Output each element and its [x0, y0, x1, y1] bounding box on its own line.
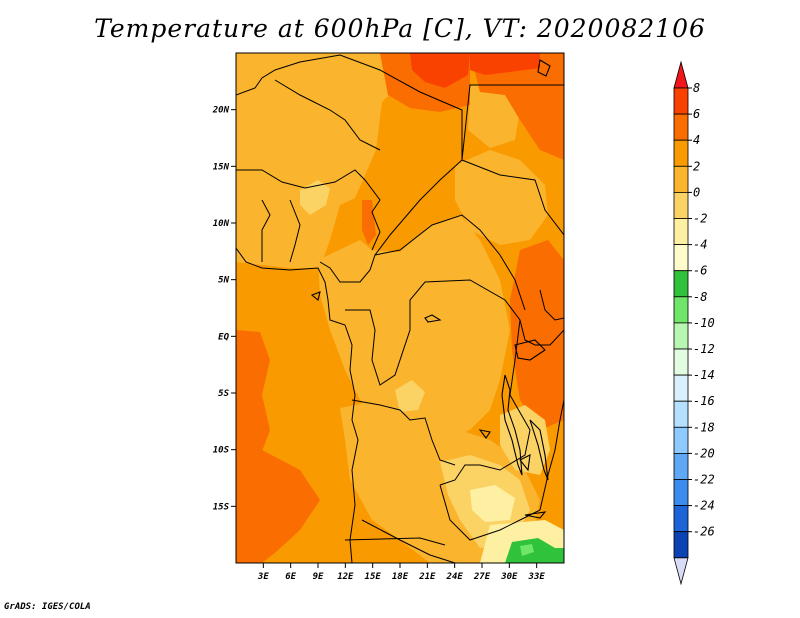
colorbar-bottom-arrow — [673, 557, 689, 586]
field-0-2-northeast — [468, 85, 520, 148]
colorbar-box — [673, 479, 689, 507]
colorbar-label: -4 — [693, 238, 707, 252]
lakes — [310, 59, 551, 519]
colorbar-box — [673, 218, 689, 246]
field-n4-n2-south — [470, 485, 515, 522]
field-0-2-east — [455, 150, 548, 245]
colorbar-label: -18 — [693, 420, 715, 434]
lat-tick-label: 15N — [213, 162, 230, 172]
field-0-2-north — [236, 53, 405, 268]
colorbar-label: -2 — [693, 212, 707, 226]
colorbar-box — [673, 270, 689, 298]
colorbar-label: 4 — [693, 133, 700, 147]
field-green-light — [520, 544, 534, 556]
colorbar-box — [673, 113, 689, 141]
field-n2-0-center — [395, 380, 425, 412]
colorbar-box — [673, 139, 689, 167]
field-n2-0-nw — [300, 180, 330, 215]
lat-tick-label: EQ — [218, 332, 229, 342]
field-6-8-north — [410, 53, 470, 88]
colorbar-box — [673, 426, 689, 454]
colorbar-label: 2 — [693, 159, 700, 173]
colorbar-box — [673, 191, 689, 219]
colorbar-box — [673, 296, 689, 324]
lat-tick-label: 20N — [212, 106, 230, 116]
lon-tick-label: 33E — [528, 572, 546, 582]
field-green — [505, 538, 564, 563]
colorbar-top-arrow — [673, 60, 689, 89]
colorbar-label: -20 — [693, 446, 715, 460]
colorbar-label: -16 — [693, 394, 715, 408]
colorbar-box — [673, 87, 689, 115]
field-0-2-central — [318, 215, 510, 440]
lon-tick-label: 15E — [365, 572, 382, 582]
colorbar-label: 0 — [693, 185, 700, 199]
map-title: Temperature at 600hPa [C], VT: 202008210… — [94, 14, 706, 43]
colorbar-label: 6 — [693, 107, 700, 121]
lon-tick-label: 30E — [500, 572, 518, 582]
colorbar-label: 8 — [693, 81, 700, 95]
lon-axis: 3E 6E 9E 12E 15E 18E 21E 24E 27E 30E 33E — [257, 563, 545, 582]
colorbar-label: -24 — [693, 499, 715, 513]
field-4-6-east — [510, 240, 564, 430]
lon-tick-label: 24E — [446, 572, 464, 582]
colorbar-box — [673, 374, 689, 402]
lat-tick-label: 10S — [213, 446, 230, 456]
colorbar: 8 6 4 2 0 -2 -4 -6 -8 -10 -12 -14 -16 -18 -20 -22 -24 -26 — [673, 60, 715, 586]
field-4-6-northeast — [470, 53, 564, 160]
colorbar-label: -12 — [693, 342, 715, 356]
lat-tick-label: 10N — [213, 219, 230, 229]
colorbar-box — [673, 244, 689, 272]
lon-tick-label: 6E — [285, 572, 296, 582]
country-borders — [236, 54, 564, 563]
colorbar-label: -22 — [693, 473, 715, 487]
colorbar-label: -6 — [693, 264, 707, 278]
lat-tick-label: 15S — [213, 502, 230, 512]
temperature-field — [236, 53, 564, 563]
colorbar-label: -10 — [693, 316, 715, 330]
lon-tick-label: 21E — [418, 572, 436, 582]
field-4-6-southwest — [236, 450, 320, 563]
lon-tick-label: 9E — [313, 572, 324, 582]
colorbar-box — [673, 452, 689, 480]
lat-tick-label: 5N — [218, 276, 229, 286]
colorbar-label: -14 — [693, 368, 715, 382]
field-6-8-ne — [470, 53, 540, 75]
colorbar-box — [673, 322, 689, 350]
lon-tick-label: 12E — [337, 572, 354, 582]
colorbar-box — [673, 531, 689, 559]
colorbar-label: -8 — [693, 290, 707, 304]
lon-tick-label: 18E — [392, 572, 409, 582]
lat-axis: 20N 15N 10N 5N EQ 5S 10S 15S — [212, 106, 236, 512]
footer-credit: GrADS: IGES/COLA — [4, 602, 91, 612]
lon-tick-label: 27E — [473, 572, 491, 582]
colorbar-box — [673, 505, 689, 533]
lat-tick-label: 5S — [218, 389, 229, 399]
lon-tick-label: 3E — [257, 572, 269, 582]
colorbar-box — [673, 165, 689, 193]
colorbar-label: -26 — [693, 525, 715, 539]
colorbar-box — [673, 400, 689, 428]
colorbar-box — [673, 348, 689, 376]
